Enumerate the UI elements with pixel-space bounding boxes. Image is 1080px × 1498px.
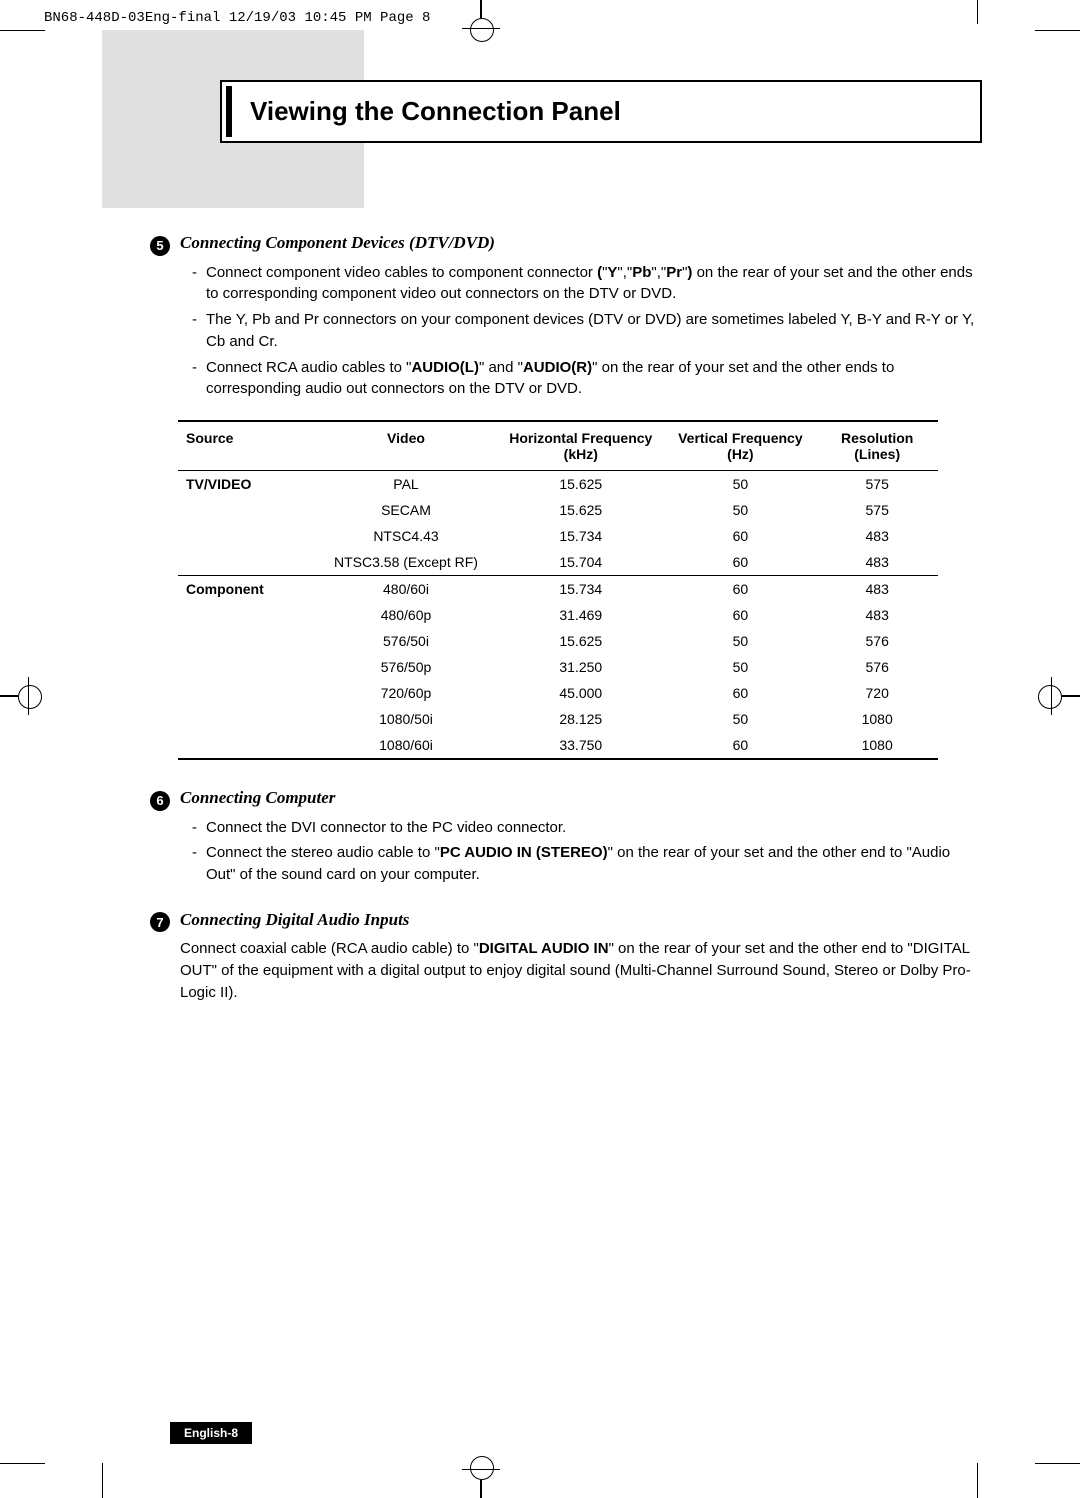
crop-mark-top bbox=[480, 0, 482, 18]
list-item: The Y, Pb and Pr connectors on your comp… bbox=[192, 309, 982, 353]
print-header: BN68-448D-03Eng-final 12/19/03 10:45 PM … bbox=[44, 10, 430, 26]
tick-mark bbox=[977, 1463, 978, 1498]
tick-mark bbox=[977, 0, 978, 24]
section-5: 5 Connecting Component Devices (DTV/DVD)… bbox=[150, 233, 982, 760]
tick-mark bbox=[102, 1463, 103, 1498]
tick-mark bbox=[1035, 30, 1080, 31]
tick-mark bbox=[0, 30, 45, 31]
page-footer: English-8 bbox=[170, 1422, 252, 1444]
section-title: Connecting Component Devices (DTV/DVD) bbox=[180, 233, 495, 253]
tick-mark bbox=[1035, 1463, 1080, 1464]
th-res: Resolution(Lines) bbox=[816, 421, 938, 471]
list-item: Connect the DVI connector to the PC vide… bbox=[192, 817, 982, 839]
list-item: Connect component video cables to compon… bbox=[192, 262, 982, 306]
page-title: Viewing the Connection Panel bbox=[250, 96, 956, 127]
crop-mark-bottom bbox=[480, 1480, 482, 1498]
group-label: TV/VIDEO bbox=[178, 471, 315, 498]
section-title: Connecting Computer bbox=[180, 788, 335, 808]
section-6-list: Connect the DVI connector to the PC vide… bbox=[150, 817, 982, 886]
group-label: Component bbox=[178, 576, 315, 603]
list-item: Connect the stereo audio cable to "PC AU… bbox=[192, 842, 982, 886]
section-6: 6 Connecting Computer Connect the DVI co… bbox=[150, 788, 982, 886]
table-group-component: Component480/60i15.73460483 480/60p31.46… bbox=[178, 576, 938, 760]
tick-mark bbox=[0, 1463, 45, 1464]
section-5-list: Connect component video cables to compon… bbox=[150, 262, 982, 401]
list-item: Connect RCA audio cables to "AUDIO(L)" a… bbox=[192, 357, 982, 401]
section-title: Connecting Digital Audio Inputs bbox=[180, 910, 409, 930]
th-source: Source bbox=[178, 421, 315, 471]
crop-mark-left bbox=[0, 695, 18, 697]
crop-mark-right bbox=[1062, 695, 1080, 697]
section-number-icon: 5 bbox=[150, 236, 170, 256]
th-hfreq: Horizontal Frequency(kHz) bbox=[497, 421, 664, 471]
title-box: Viewing the Connection Panel bbox=[220, 80, 982, 143]
th-vfreq: Vertical Frequency(Hz) bbox=[664, 421, 816, 471]
section-number-icon: 7 bbox=[150, 912, 170, 932]
section-number-icon: 6 bbox=[150, 791, 170, 811]
page-content: Viewing the Connection Panel 5 Connectin… bbox=[150, 80, 982, 1028]
section-7-paragraph: Connect coaxial cable (RCA audio cable) … bbox=[150, 938, 982, 1003]
section-7: 7 Connecting Digital Audio Inputs Connec… bbox=[150, 910, 982, 1004]
th-video: Video bbox=[315, 421, 497, 471]
table-group-tvvideo: TV/VIDEOPAL15.62550575 SECAM15.62550575 … bbox=[178, 471, 938, 576]
frequency-table: Source Video Horizontal Frequency(kHz) V… bbox=[178, 420, 938, 760]
